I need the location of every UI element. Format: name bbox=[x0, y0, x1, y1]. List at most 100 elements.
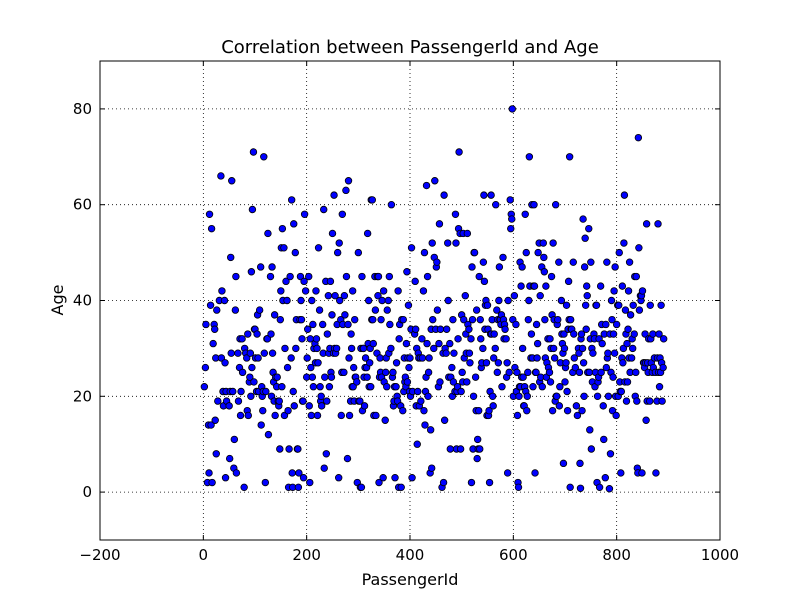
data-point bbox=[333, 248, 342, 257]
data-point bbox=[382, 368, 390, 377]
data-point bbox=[385, 272, 394, 281]
data-point bbox=[366, 359, 374, 367]
data-point bbox=[307, 411, 316, 420]
data-point bbox=[606, 450, 615, 458]
data-point bbox=[493, 306, 501, 314]
data-point bbox=[202, 320, 210, 329]
data-point bbox=[225, 454, 234, 463]
data-point bbox=[629, 301, 637, 309]
data-point bbox=[379, 287, 388, 295]
data-point bbox=[347, 330, 355, 338]
data-point bbox=[320, 464, 328, 472]
data-point bbox=[465, 325, 473, 333]
data-point bbox=[342, 186, 350, 195]
data-point bbox=[599, 402, 607, 410]
data-point bbox=[305, 272, 313, 281]
data-point bbox=[455, 148, 463, 156]
data-point bbox=[579, 359, 588, 367]
data-point bbox=[326, 277, 335, 286]
data-point bbox=[341, 311, 349, 319]
data-point bbox=[605, 485, 614, 493]
data-point bbox=[658, 397, 666, 405]
data-point bbox=[376, 354, 384, 362]
data-point bbox=[485, 406, 493, 415]
data-point bbox=[389, 368, 397, 377]
data-point bbox=[570, 330, 578, 338]
data-point bbox=[657, 301, 665, 309]
data-point bbox=[318, 320, 327, 329]
data-point bbox=[589, 349, 597, 357]
data-point bbox=[619, 344, 628, 353]
data-point bbox=[312, 287, 320, 295]
data-point bbox=[504, 296, 512, 305]
data-point bbox=[221, 359, 229, 367]
data-point bbox=[492, 200, 500, 209]
data-point bbox=[652, 469, 660, 477]
data-point bbox=[580, 392, 588, 400]
data-point bbox=[263, 335, 272, 343]
data-point bbox=[495, 296, 503, 305]
data-point bbox=[264, 430, 273, 439]
data-point bbox=[619, 359, 627, 367]
data-point bbox=[541, 315, 549, 324]
data-point bbox=[620, 191, 629, 199]
data-point bbox=[479, 258, 488, 266]
data-point bbox=[538, 383, 546, 391]
data-point bbox=[453, 383, 462, 391]
data-point bbox=[523, 392, 531, 400]
data-point bbox=[620, 239, 628, 247]
data-point bbox=[277, 287, 285, 295]
data-point bbox=[278, 383, 286, 391]
data-point bbox=[546, 378, 555, 386]
data-point bbox=[502, 335, 510, 343]
data-point bbox=[213, 306, 221, 314]
data-point bbox=[624, 325, 632, 333]
data-point bbox=[218, 287, 226, 295]
data-point bbox=[238, 335, 246, 343]
data-point bbox=[534, 248, 542, 257]
data-point bbox=[205, 469, 213, 477]
data-point bbox=[565, 153, 574, 161]
data-point bbox=[372, 411, 380, 420]
data-point bbox=[422, 181, 431, 190]
data-point bbox=[630, 330, 638, 338]
data-point bbox=[586, 426, 594, 434]
data-point bbox=[313, 411, 322, 420]
data-point bbox=[545, 368, 554, 377]
data-point bbox=[238, 368, 247, 377]
data-point bbox=[337, 411, 345, 420]
data-point bbox=[207, 224, 216, 233]
data-point bbox=[240, 483, 248, 492]
data-point bbox=[236, 411, 245, 420]
data-point bbox=[508, 105, 516, 113]
data-point bbox=[363, 229, 372, 238]
data-point bbox=[322, 450, 330, 458]
data-point bbox=[483, 301, 492, 309]
data-point bbox=[309, 320, 317, 329]
data-point bbox=[312, 335, 321, 343]
data-point bbox=[570, 354, 578, 362]
data-point bbox=[536, 292, 544, 300]
data-point bbox=[476, 445, 484, 453]
data-point bbox=[367, 383, 375, 391]
data-point bbox=[431, 177, 439, 185]
data-point bbox=[610, 287, 618, 295]
data-point bbox=[524, 368, 532, 377]
data-point bbox=[259, 406, 267, 415]
data-point bbox=[480, 277, 489, 286]
data-point bbox=[457, 387, 465, 396]
data-point bbox=[392, 383, 400, 391]
data-point bbox=[335, 239, 343, 247]
data-point bbox=[436, 378, 444, 386]
data-point bbox=[299, 397, 307, 405]
data-point bbox=[468, 263, 476, 271]
data-point bbox=[418, 354, 427, 362]
data-point bbox=[579, 215, 587, 223]
data-point bbox=[305, 402, 313, 410]
data-point bbox=[404, 301, 413, 309]
data-point bbox=[615, 248, 623, 257]
x-tick-label: 600 bbox=[499, 546, 528, 564]
data-point bbox=[214, 397, 222, 405]
data-point bbox=[585, 368, 593, 377]
